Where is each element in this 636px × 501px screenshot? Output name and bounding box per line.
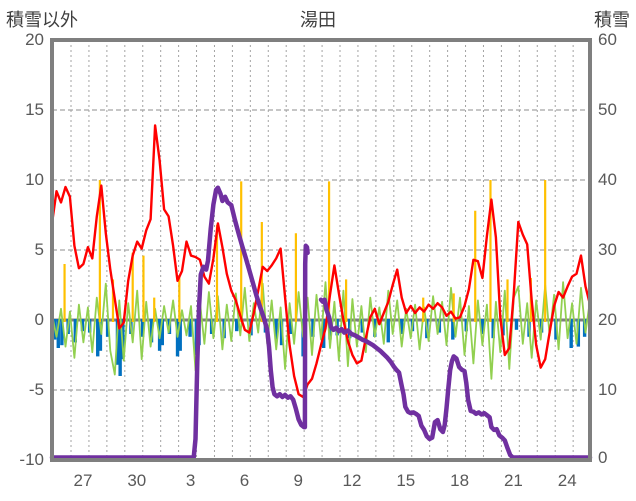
purple-snow-line bbox=[318, 297, 593, 460]
left-axis-tick-label: 15 bbox=[25, 100, 44, 119]
x-axis-tick-label: 3 bbox=[185, 471, 196, 490]
right-axis-tick-label: 0 bbox=[598, 447, 608, 467]
x-axis-tick-label: 21 bbox=[503, 471, 523, 490]
right-axis-tick-label: 10 bbox=[598, 380, 617, 399]
x-axis-tick-label: 27 bbox=[73, 471, 93, 490]
x-axis-tick-label: 9 bbox=[293, 471, 303, 490]
left-axis-tick-label: 0 bbox=[34, 310, 44, 329]
right-axis-tick-label: 30 bbox=[598, 240, 617, 259]
right-axis-title: 積雪 bbox=[594, 10, 630, 30]
left-axis-tick-label: -10 bbox=[19, 450, 44, 469]
x-axis-tick-label: 24 bbox=[557, 471, 577, 490]
x-axis-tick-label: 18 bbox=[450, 471, 470, 490]
left-axis-title: 積雪以外 bbox=[6, 10, 78, 30]
right-axis-tick-label: 40 bbox=[598, 170, 617, 189]
right-axis-tick-label: 60 bbox=[598, 30, 617, 49]
station-title: 湯田 bbox=[300, 10, 336, 30]
x-axis-tick-label: 15 bbox=[396, 471, 416, 490]
right-axis-tick-label: 50 bbox=[598, 100, 617, 119]
green-series-line bbox=[51, 281, 591, 380]
left-axis-tick-label: -5 bbox=[28, 380, 44, 399]
left-axis-tick-label: 10 bbox=[25, 170, 44, 189]
x-axis-tick-label: 12 bbox=[342, 471, 362, 490]
purple-snow-line bbox=[49, 185, 310, 460]
x-axis-tick-label: 6 bbox=[239, 471, 250, 490]
x-axis-tick-label: 30 bbox=[127, 471, 147, 490]
plot-border bbox=[50, 38, 592, 462]
right-axis-tick-label: 20 bbox=[598, 310, 617, 329]
left-axis-tick-label: 20 bbox=[25, 30, 44, 49]
left-axis-tick-label: 5 bbox=[34, 240, 44, 259]
red-series-line bbox=[50, 124, 592, 399]
